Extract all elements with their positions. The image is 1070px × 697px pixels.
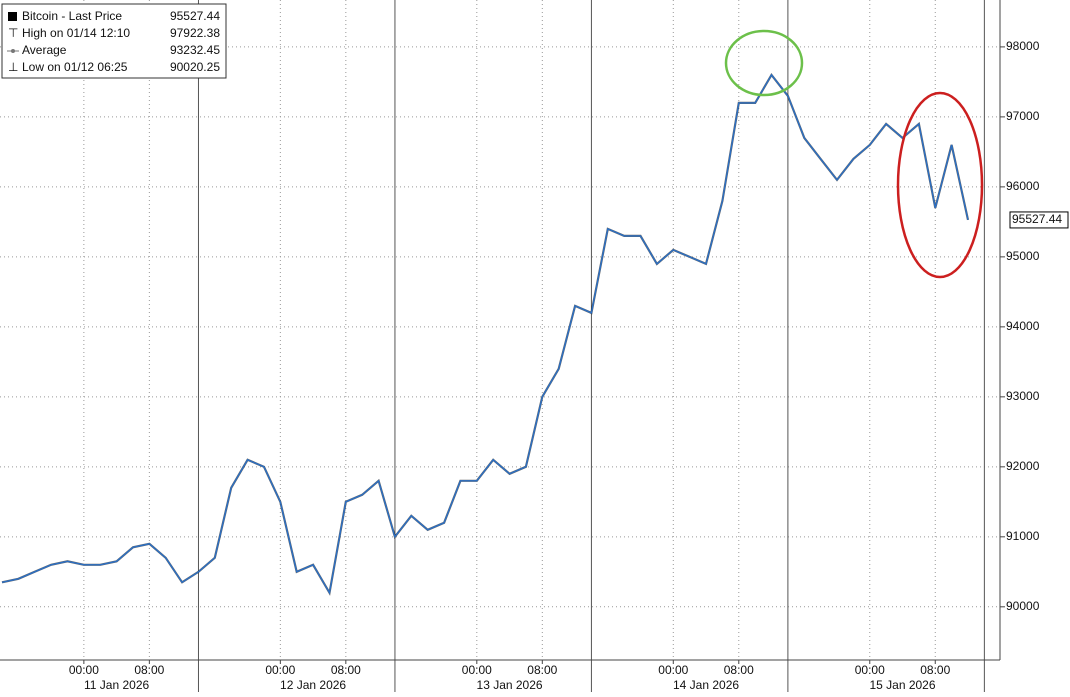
legend-label: Bitcoin - Last Price bbox=[22, 9, 122, 23]
last-price-tag bbox=[1009, 211, 1069, 229]
plot bbox=[1, 72, 970, 596]
legend-value: 95527.44 bbox=[170, 9, 220, 23]
legend-swatch bbox=[8, 12, 17, 21]
date-label: 14 Jan 2026 bbox=[673, 678, 739, 692]
legend-label: Low on 01/12 06:25 bbox=[22, 60, 128, 74]
date-label: 11 Jan 2026 bbox=[84, 678, 149, 692]
legend-value: 90020.25 bbox=[170, 60, 220, 74]
date-label: 12 Jan 2026 bbox=[280, 678, 346, 692]
highlight-circle bbox=[896, 91, 984, 279]
legend-icon: ⊥ bbox=[8, 60, 18, 74]
x-tick-label: 08:00 bbox=[134, 663, 164, 677]
y-tick-label: 91000 bbox=[1006, 529, 1040, 543]
legend-icon: ⊤ bbox=[8, 26, 18, 40]
y-tick-label: 98000 bbox=[1006, 39, 1040, 53]
legend: Bitcoin - Last Price 95527.44 ⊤ High on … bbox=[1, 3, 227, 79]
y-tick-label: 97000 bbox=[1006, 109, 1040, 123]
x-tick-label: 08:00 bbox=[527, 663, 557, 677]
y-tick-label: 92000 bbox=[1006, 459, 1040, 473]
legend-value: 93232.45 bbox=[170, 43, 220, 57]
legend-box bbox=[1, 3, 227, 79]
date-label: 15 Jan 2026 bbox=[869, 678, 935, 692]
x-tick-label: 00:00 bbox=[462, 663, 492, 677]
x-tick-label: 00:00 bbox=[69, 663, 99, 677]
legend-label: Average bbox=[22, 43, 67, 57]
x-tick-label: 00:00 bbox=[265, 663, 295, 677]
price-line bbox=[1, 73, 969, 595]
legend-value: 97922.38 bbox=[170, 26, 220, 40]
last-price-label: 95527.44 bbox=[1012, 212, 1062, 226]
x-tick-label: 00:00 bbox=[658, 663, 688, 677]
x-tick-label: 08:00 bbox=[331, 663, 361, 677]
x-tick-label: 00:00 bbox=[855, 663, 885, 677]
legend-label: High on 01/14 12:10 bbox=[22, 26, 130, 40]
legend-icon bbox=[11, 49, 15, 53]
x-tick-label: 08:00 bbox=[920, 663, 950, 677]
y-tick-label: 94000 bbox=[1006, 319, 1040, 333]
y-tick-label: 96000 bbox=[1006, 179, 1040, 193]
y-tick-label: 95000 bbox=[1006, 249, 1040, 263]
highlight-circle bbox=[724, 29, 804, 97]
y-tick-label: 93000 bbox=[1006, 389, 1040, 403]
x-tick-label: 08:00 bbox=[724, 663, 754, 677]
date-label: 13 Jan 2026 bbox=[477, 678, 543, 692]
y-tick-label: 90000 bbox=[1006, 599, 1040, 613]
